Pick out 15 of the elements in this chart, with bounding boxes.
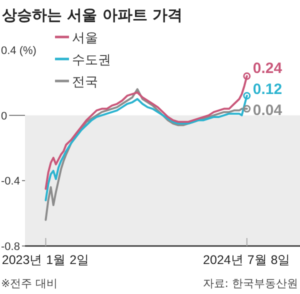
y-tick-label: -0.8: [1, 241, 20, 253]
y-tick-label: 0: [1, 110, 8, 122]
y-tick-label: -0.4: [1, 176, 20, 188]
data-label: 0.12: [252, 81, 282, 98]
text: ※전주 대비: [1, 277, 58, 290]
x-tick-label: 2024년 7월 8일: [203, 253, 291, 267]
data-label: 0.04: [252, 102, 283, 120]
legend-label: 수도권: [72, 53, 111, 68]
x-tick-label: 2023년 1월 2일: [2, 253, 90, 267]
legend-label: 서울: [72, 31, 98, 46]
legend-label: 전국: [72, 75, 98, 90]
data-label: 0.24: [252, 60, 283, 78]
text: 자료: 한국부동산원: [202, 277, 298, 290]
y-tick-label: 0.4 (%): [1, 45, 36, 57]
chart-title: 상승하는 서울 아파트 가격: [2, 6, 183, 24]
